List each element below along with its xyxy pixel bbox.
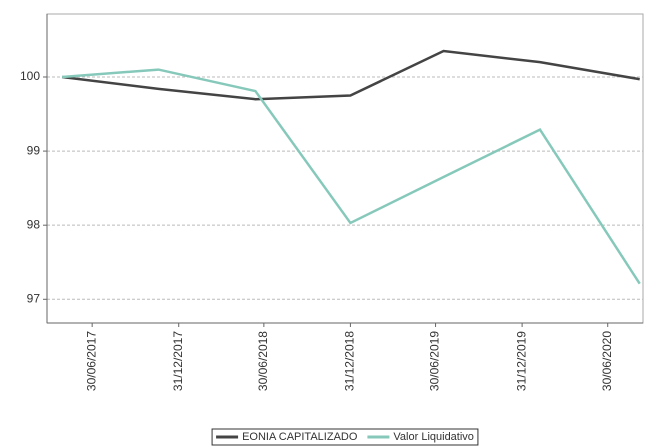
x-tick-label: 30/06/2020 — [600, 331, 614, 391]
x-tick-label: 31/12/2018 — [343, 331, 357, 391]
series-line — [61, 49, 640, 101]
legend: EONIA CAPITALIZADO Valor Liquidativo — [211, 428, 479, 446]
plot-frame — [46, 13, 644, 324]
legend-label: Valor Liquidativo — [393, 431, 474, 443]
y-tick-label: 98 — [27, 217, 41, 231]
y-tick-label: 97 — [27, 291, 41, 305]
x-tick-label: 31/12/2019 — [514, 331, 528, 391]
x-tick-label: 30/06/2019 — [428, 331, 442, 391]
legend-label: EONIA CAPITALIZADO — [242, 431, 358, 443]
x-tick-label: 31/12/2017 — [171, 331, 185, 391]
legend-box — [211, 428, 479, 446]
series-line — [61, 68, 641, 285]
x-tick-label: 30/06/2017 — [84, 331, 98, 391]
y-tick-label: 99 — [27, 143, 41, 157]
x-tick-label: 30/06/2018 — [256, 331, 270, 391]
y-tick-label: 100 — [20, 69, 40, 83]
